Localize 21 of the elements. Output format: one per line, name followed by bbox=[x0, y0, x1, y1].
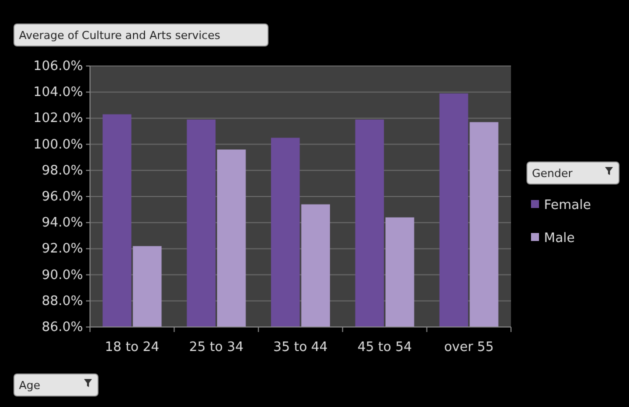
x-tick-label: 25 to 34 bbox=[189, 340, 244, 355]
y-tick-label: 88.0% bbox=[42, 294, 83, 309]
x-axis-title: Age bbox=[19, 379, 41, 392]
chart-title: Average of Culture and Arts services bbox=[19, 29, 220, 42]
x-tick-label: 18 to 24 bbox=[104, 340, 160, 355]
y-tick-label: 100.0% bbox=[33, 137, 83, 152]
legend-label: Female bbox=[544, 198, 592, 213]
y-tick-label: 86.0% bbox=[42, 320, 83, 335]
y-tick-label: 98.0% bbox=[42, 163, 83, 178]
x-tick-label: 45 to 54 bbox=[357, 340, 412, 355]
y-tick-label: 104.0% bbox=[33, 85, 83, 100]
x-tick-label: over 55 bbox=[444, 340, 494, 355]
y-tick-label: 102.0% bbox=[33, 111, 83, 126]
legend-label: Male bbox=[544, 231, 575, 246]
y-tick-label: 106.0% bbox=[33, 59, 83, 74]
y-tick-label: 92.0% bbox=[42, 242, 83, 257]
x-tick-label: 35 to 44 bbox=[273, 340, 328, 355]
y-tick-label: 90.0% bbox=[42, 268, 83, 283]
y-tick-label: 94.0% bbox=[42, 216, 83, 231]
legend-title: Gender bbox=[532, 167, 574, 180]
y-tick-label: 96.0% bbox=[42, 190, 83, 204]
